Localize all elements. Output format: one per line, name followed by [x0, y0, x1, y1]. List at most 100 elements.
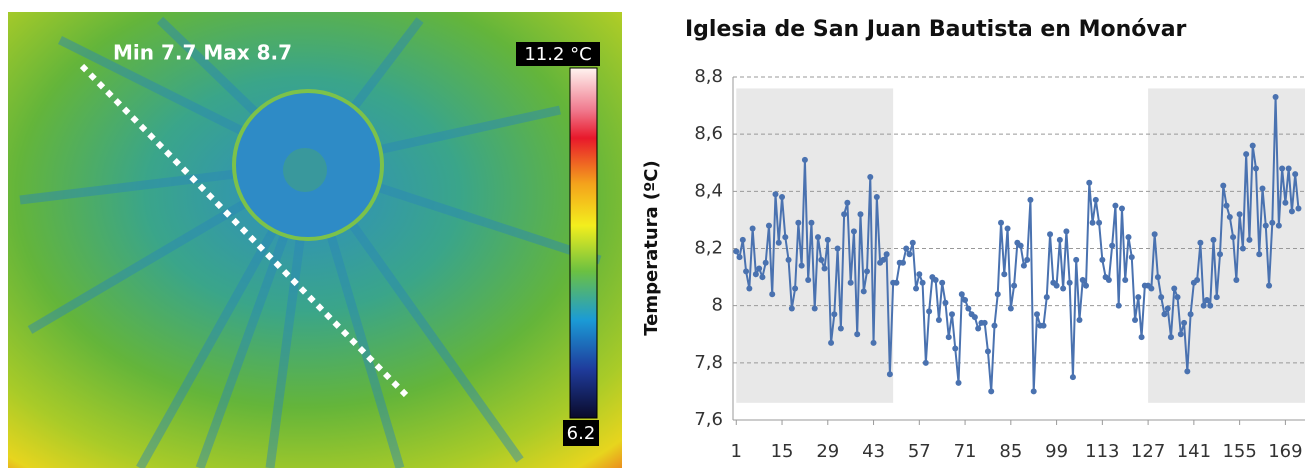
- data-point: [1132, 316, 1139, 323]
- data-point: [772, 191, 779, 198]
- data-point: [1017, 242, 1024, 249]
- x-tick-label: 85: [999, 441, 1022, 462]
- data-point: [752, 271, 759, 278]
- data-point: [909, 239, 916, 246]
- data-point: [1230, 234, 1237, 241]
- data-point: [1135, 294, 1142, 301]
- data-point: [1210, 236, 1217, 243]
- data-point: [998, 219, 1005, 226]
- data-point: [1272, 94, 1279, 101]
- data-point: [762, 259, 769, 266]
- data-point: [1292, 171, 1299, 178]
- data-point: [981, 319, 988, 326]
- data-point: [831, 311, 838, 318]
- data-point: [1200, 302, 1207, 309]
- data-point: [1220, 182, 1227, 189]
- data-point: [1295, 205, 1302, 212]
- data-point: [801, 156, 808, 163]
- data-point: [1138, 334, 1145, 341]
- data-point: [1148, 285, 1155, 292]
- data-point: [1089, 219, 1096, 226]
- data-point: [1066, 279, 1073, 286]
- data-point: [962, 296, 969, 303]
- shaded-region: [1148, 88, 1305, 403]
- data-point: [1047, 231, 1054, 238]
- data-point: [782, 234, 789, 241]
- thermal-image: Min 7.7 Max 8.7 11.2 °C 6.2: [8, 12, 622, 468]
- data-point: [952, 345, 959, 352]
- data-point: [821, 265, 828, 272]
- data-point: [991, 322, 998, 329]
- data-point: [1086, 179, 1093, 186]
- data-point: [814, 234, 821, 241]
- data-point: [1043, 294, 1050, 301]
- data-point: [984, 348, 991, 355]
- data-point: [1053, 282, 1060, 289]
- y-tick-label: 8,6: [694, 123, 723, 144]
- data-point: [880, 256, 887, 263]
- data-point: [1164, 305, 1171, 312]
- y-tick-label: 8,2: [694, 238, 723, 259]
- data-point: [1207, 302, 1214, 309]
- data-point: [818, 256, 825, 263]
- data-point: [1024, 256, 1031, 263]
- x-tick-label: 1: [731, 441, 742, 462]
- data-point: [1007, 305, 1014, 312]
- data-point: [948, 311, 955, 318]
- data-point: [779, 194, 786, 201]
- data-point: [1203, 296, 1210, 303]
- data-point: [1174, 294, 1181, 301]
- data-point: [739, 236, 746, 243]
- data-point: [873, 194, 880, 201]
- data-point: [1020, 262, 1027, 269]
- data-point: [1076, 316, 1083, 323]
- x-tick-label: 127: [1131, 441, 1165, 462]
- data-point: [847, 279, 854, 286]
- data-point: [1269, 219, 1276, 226]
- data-point: [975, 325, 982, 332]
- data-point: [1099, 256, 1106, 263]
- data-point: [935, 316, 942, 323]
- x-tick-label: 113: [1085, 441, 1119, 462]
- chart-title: Iglesia de San Juan Bautista en Monóvar: [685, 17, 1187, 42]
- data-point: [1223, 202, 1230, 209]
- y-axis-label: Temperatura (ºC): [641, 160, 662, 336]
- data-point: [1256, 251, 1263, 258]
- data-point: [1112, 202, 1119, 209]
- data-point: [1239, 245, 1246, 252]
- scale-max-label: 11.2 °C: [524, 44, 591, 65]
- data-point: [971, 314, 978, 321]
- data-point: [988, 388, 995, 395]
- data-point: [903, 245, 910, 252]
- data-point: [1040, 322, 1047, 329]
- data-point: [828, 339, 835, 346]
- scale-min-label: 6.2: [567, 423, 596, 444]
- data-point: [759, 274, 766, 281]
- min-max-annotation: Min 7.7 Max 8.7: [113, 41, 292, 65]
- data-point: [1063, 228, 1070, 235]
- y-tick-label: 7,8: [694, 352, 723, 373]
- data-point: [1060, 285, 1067, 292]
- data-point: [922, 359, 929, 366]
- data-point: [860, 288, 867, 295]
- y-tick-label: 8,8: [694, 66, 723, 87]
- data-point: [1181, 319, 1188, 326]
- data-point: [1128, 254, 1135, 261]
- data-point: [1275, 222, 1282, 229]
- data-point: [1069, 374, 1076, 381]
- data-point: [746, 285, 753, 292]
- data-point: [1001, 271, 1008, 278]
- data-point: [1259, 185, 1266, 192]
- data-point: [1105, 276, 1112, 283]
- data-point: [1056, 236, 1063, 243]
- x-tick-label: 141: [1177, 441, 1211, 462]
- data-point: [1217, 251, 1224, 258]
- data-point: [1252, 165, 1259, 172]
- x-tick-label: 29: [816, 441, 839, 462]
- data-point: [850, 228, 857, 235]
- data-point: [1079, 276, 1086, 283]
- data-point: [1279, 165, 1286, 172]
- data-point: [965, 305, 972, 312]
